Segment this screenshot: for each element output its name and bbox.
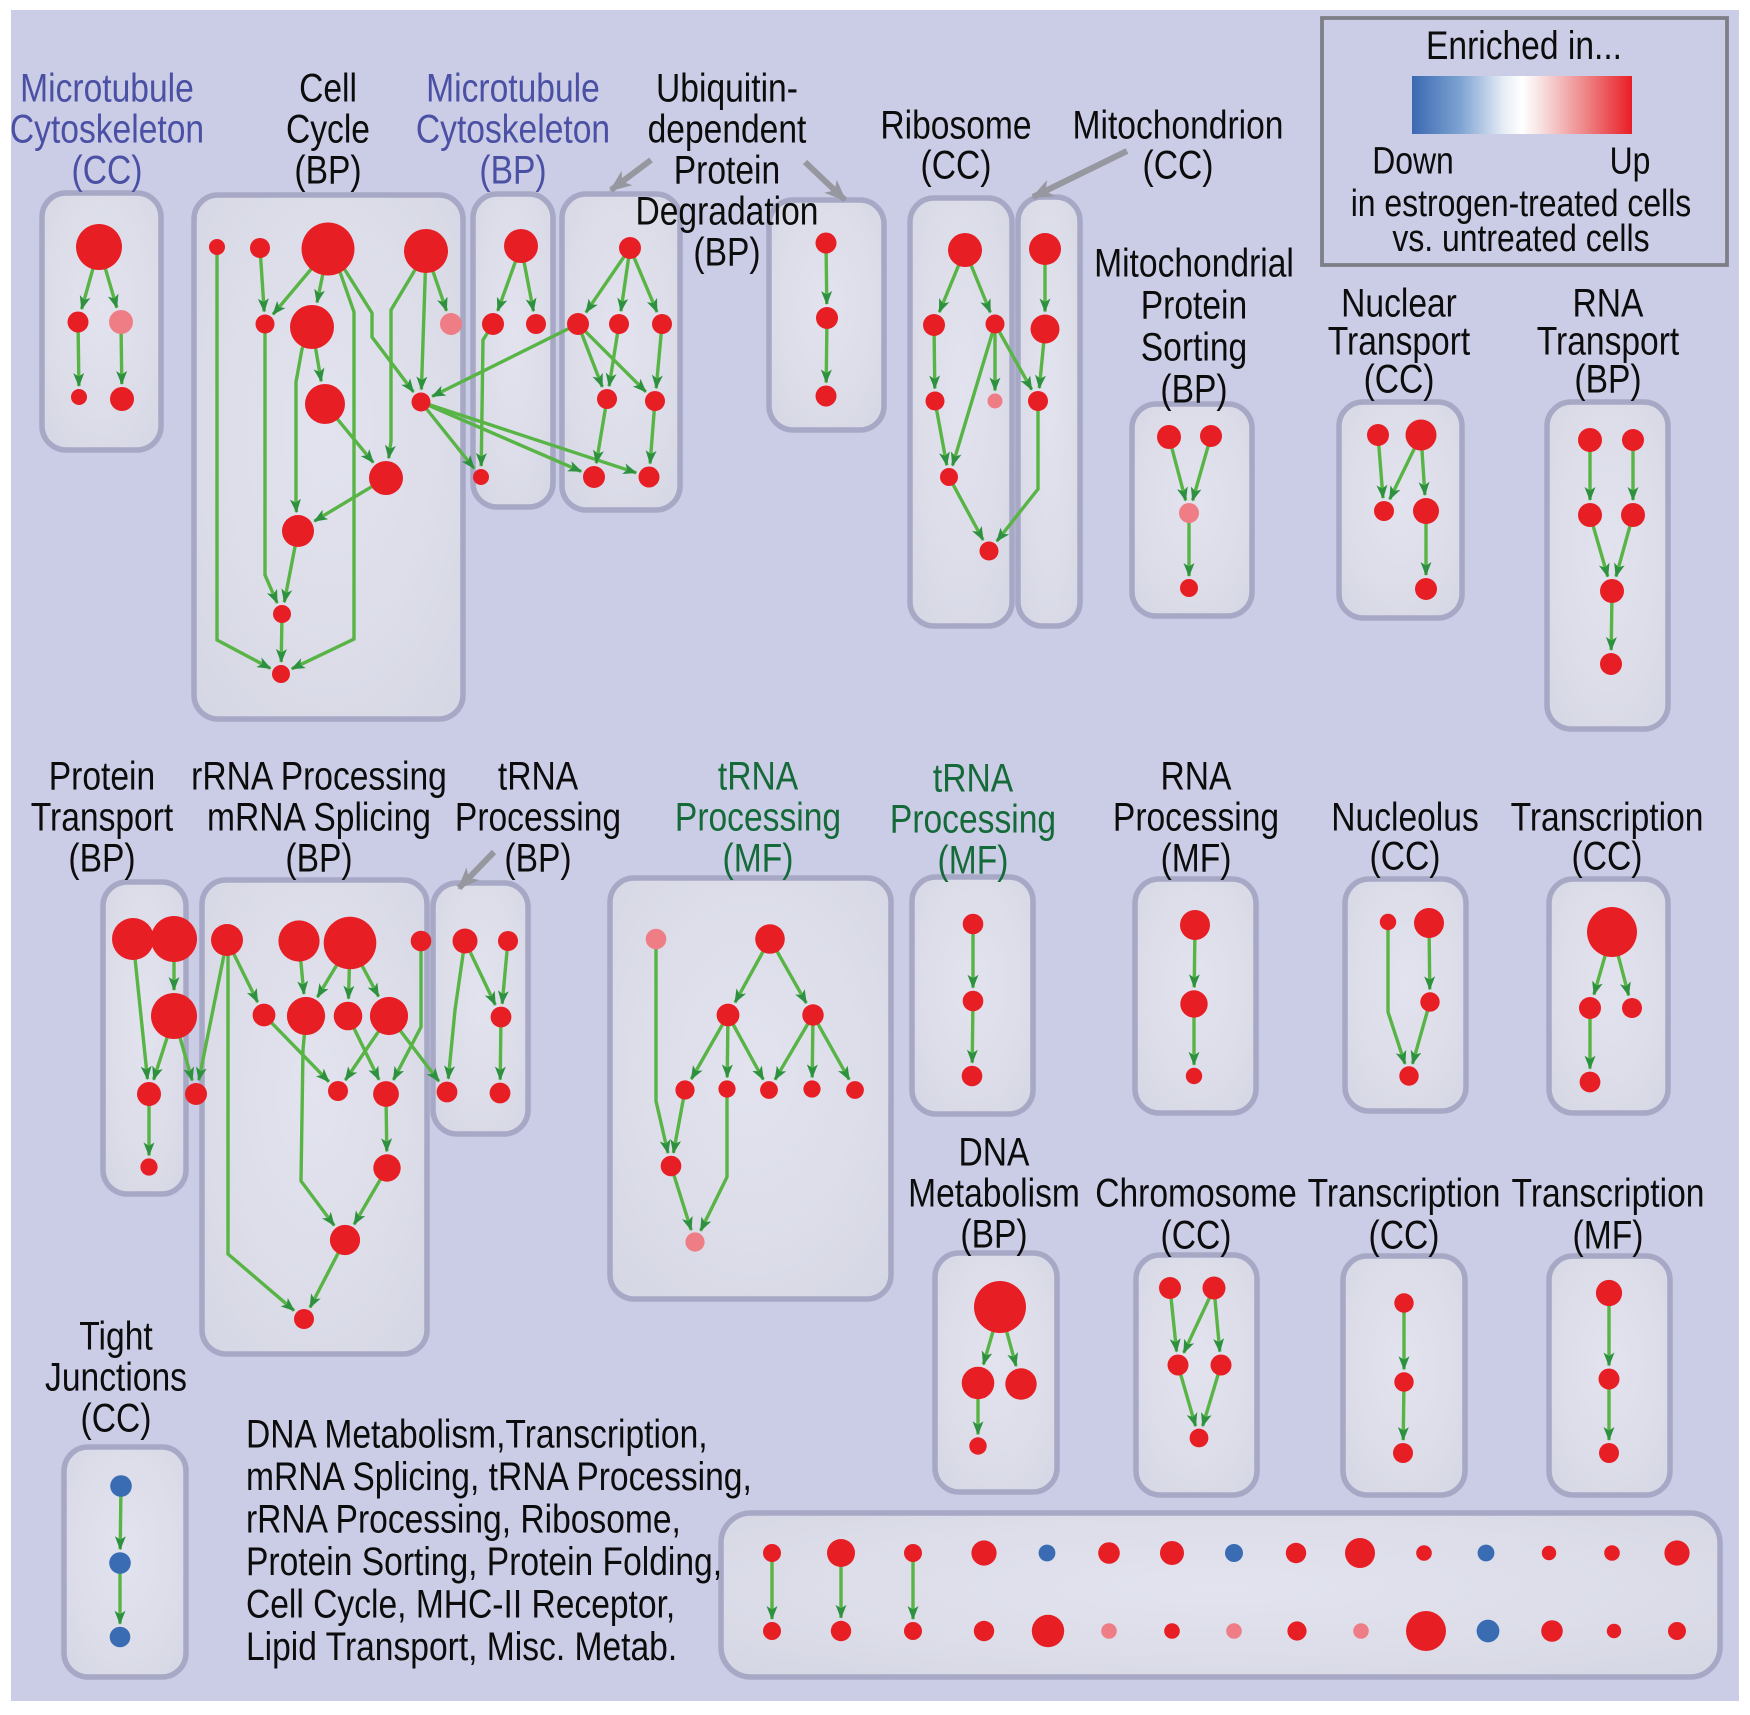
svg-text:(CC): (CC) xyxy=(1143,143,1214,187)
svg-text:Mitochondrion: Mitochondrion xyxy=(1073,103,1284,147)
svg-text:Chromosome: Chromosome xyxy=(1095,1171,1297,1215)
svg-text:(CC): (CC) xyxy=(1369,1213,1440,1257)
svg-text:Microtubule: Microtubule xyxy=(426,66,600,110)
svg-text:Transcription: Transcription xyxy=(1511,795,1704,839)
svg-text:(BP): (BP) xyxy=(960,1212,1027,1256)
svg-text:Ubiquitin-: Ubiquitin- xyxy=(656,66,798,110)
svg-text:DNA Metabolism,Transcription,: DNA Metabolism,Transcription, xyxy=(246,1412,708,1456)
svg-text:rRNA Processing: rRNA Processing xyxy=(191,754,447,798)
svg-text:(BP): (BP) xyxy=(1574,357,1641,401)
svg-text:Transport: Transport xyxy=(1537,319,1679,363)
svg-text:in estrogen-treated cells: in estrogen-treated cells xyxy=(1351,182,1692,224)
svg-text:Cytoskeleton: Cytoskeleton xyxy=(416,107,610,151)
svg-text:Protein: Protein xyxy=(49,754,155,798)
svg-text:(CC): (CC) xyxy=(1161,1213,1232,1257)
svg-text:Cycle: Cycle xyxy=(286,107,370,151)
svg-text:(MF): (MF) xyxy=(723,836,794,880)
svg-text:tRNA: tRNA xyxy=(498,754,579,798)
svg-text:Ribosome: Ribosome xyxy=(880,103,1031,147)
svg-text:Transcription: Transcription xyxy=(1512,1171,1705,1215)
svg-text:(BP): (BP) xyxy=(693,230,760,274)
svg-text:rRNA Processing, Ribosome,: rRNA Processing, Ribosome, xyxy=(246,1497,681,1541)
svg-text:Transport: Transport xyxy=(31,795,173,839)
svg-text:Cell Cycle, MHC-II Receptor,: Cell Cycle, MHC-II Receptor, xyxy=(246,1582,675,1626)
svg-text:(MF): (MF) xyxy=(938,838,1009,882)
svg-text:(CC): (CC) xyxy=(72,148,143,192)
svg-text:Protein Sorting, Protein Foldi: Protein Sorting, Protein Folding, xyxy=(246,1539,722,1583)
svg-text:tRNA: tRNA xyxy=(933,756,1014,800)
svg-text:Junctions: Junctions xyxy=(45,1355,187,1399)
svg-text:Sorting: Sorting xyxy=(1141,325,1247,369)
svg-text:(CC): (CC) xyxy=(921,143,992,187)
svg-text:(BP): (BP) xyxy=(294,148,361,192)
svg-text:(BP): (BP) xyxy=(68,836,135,880)
svg-text:(BP): (BP) xyxy=(479,148,546,192)
svg-text:(BP): (BP) xyxy=(285,836,352,880)
svg-text:tRNA: tRNA xyxy=(718,754,799,798)
svg-text:Up: Up xyxy=(1610,140,1651,182)
svg-text:Lipid Transport, Misc. Metab.: Lipid Transport, Misc. Metab. xyxy=(246,1624,677,1668)
svg-text:(MF): (MF) xyxy=(1573,1213,1644,1257)
svg-text:Mitochondrial: Mitochondrial xyxy=(1094,241,1294,285)
svg-text:Down: Down xyxy=(1372,140,1454,182)
svg-text:Processing: Processing xyxy=(675,795,841,839)
svg-text:Processing: Processing xyxy=(890,797,1056,841)
svg-text:mRNA Splicing, tRNA Processing: mRNA Splicing, tRNA Processing, xyxy=(246,1454,752,1498)
svg-text:(BP): (BP) xyxy=(1160,367,1227,411)
svg-text:Microtubule: Microtubule xyxy=(20,66,194,110)
svg-text:Protein: Protein xyxy=(674,148,780,192)
svg-text:RNA: RNA xyxy=(1573,281,1644,325)
svg-text:mRNA Splicing: mRNA Splicing xyxy=(207,795,431,839)
svg-text:Metabolism: Metabolism xyxy=(908,1171,1080,1215)
svg-text:Transcription: Transcription xyxy=(1308,1171,1501,1215)
svg-text:Transport: Transport xyxy=(1328,319,1470,363)
svg-text:Nuclear: Nuclear xyxy=(1341,281,1457,325)
svg-text:(BP): (BP) xyxy=(504,836,571,880)
svg-text:Tight: Tight xyxy=(79,1314,152,1358)
svg-text:RNA: RNA xyxy=(1161,754,1232,798)
svg-text:(CC): (CC) xyxy=(1572,834,1643,878)
svg-text:(MF): (MF) xyxy=(1161,836,1232,880)
svg-text:DNA: DNA xyxy=(959,1130,1030,1174)
svg-text:Protein: Protein xyxy=(1141,283,1247,327)
svg-text:Cell: Cell xyxy=(299,66,357,110)
svg-text:vs. untreated cells: vs. untreated cells xyxy=(1392,217,1649,259)
svg-text:(CC): (CC) xyxy=(1364,357,1435,401)
svg-text:dependent: dependent xyxy=(648,107,807,151)
svg-text:(CC): (CC) xyxy=(1370,834,1441,878)
svg-text:Cytoskeleton: Cytoskeleton xyxy=(10,107,204,151)
svg-text:Degradation: Degradation xyxy=(636,189,819,233)
svg-text:Processing: Processing xyxy=(455,795,621,839)
svg-text:Enriched in...: Enriched in... xyxy=(1426,23,1622,67)
svg-text:Processing: Processing xyxy=(1113,795,1279,839)
svg-text:Nucleolus: Nucleolus xyxy=(1331,795,1478,839)
svg-text:(CC): (CC) xyxy=(81,1396,152,1440)
